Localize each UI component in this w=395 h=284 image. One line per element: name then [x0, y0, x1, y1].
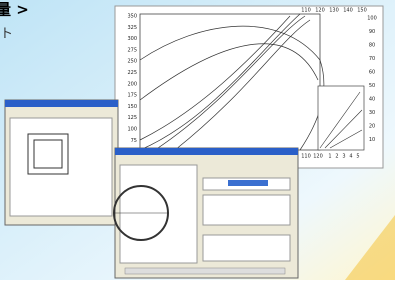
- left-tick-label: 125: [127, 115, 137, 121]
- right-tick-label: 10: [369, 137, 375, 143]
- top-tick-label: 150: [357, 8, 367, 14]
- bottom-tick-label: 4: [349, 154, 352, 160]
- right-tick-label: 90: [369, 29, 375, 35]
- heading: 量 >: [0, 1, 29, 19]
- right-tick-label: 70: [369, 56, 375, 62]
- top-tick-label: 120: [315, 8, 325, 14]
- left-tick-label: 325: [127, 25, 137, 31]
- right-tick-label: 100: [367, 16, 377, 22]
- left-tick-label: 350: [127, 14, 137, 20]
- left-tick-label: 100: [127, 127, 137, 133]
- right-tick-label: 60: [369, 70, 375, 76]
- slide: 量 > ト 3503253002752502252001751501251007…: [0, 0, 395, 280]
- window-front: [114, 148, 298, 278]
- subheading: ト: [0, 27, 13, 42]
- left-tick-label: 225: [127, 70, 137, 76]
- left-tick-label: 250: [127, 59, 137, 65]
- bottom-tick-label: 1: [328, 154, 331, 160]
- left-tick-label: 300: [127, 36, 137, 42]
- top-tick-label: 110: [301, 8, 311, 14]
- left-tick-label: 75: [131, 138, 137, 144]
- top-tick-label: 140: [343, 8, 353, 14]
- left-tick-label: 275: [127, 47, 137, 53]
- bottom-tick-label: 5: [356, 154, 359, 160]
- right-tick-label: 30: [369, 110, 375, 116]
- right-tick-label: 20: [369, 124, 375, 130]
- top-tick-label: 130: [329, 8, 339, 14]
- bottom-tick-label: 2: [335, 154, 338, 160]
- right-tick-label: 50: [369, 83, 375, 89]
- right-tick-label: 80: [369, 43, 375, 49]
- left-tick-label: 175: [127, 93, 137, 99]
- right-tick-label: 40: [369, 97, 375, 103]
- window-back: [5, 100, 118, 225]
- bottom-tick-label: 3: [342, 154, 345, 160]
- bottom-tick-label: 120: [313, 154, 323, 160]
- bottom-tick-label: 110: [301, 154, 311, 160]
- left-tick-label: 200: [127, 81, 137, 87]
- left-tick-label: 150: [127, 104, 137, 110]
